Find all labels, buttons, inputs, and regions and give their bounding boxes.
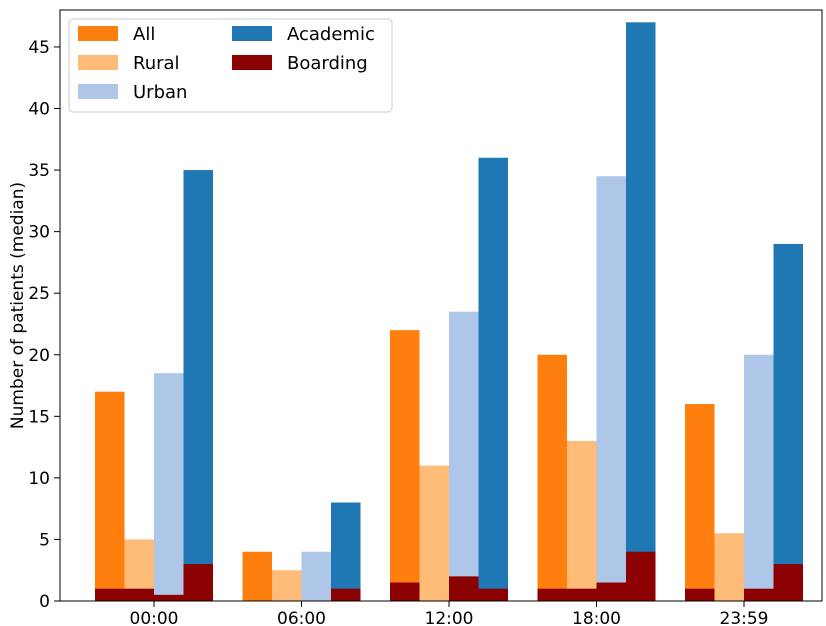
y-tick-label: 40: [28, 100, 50, 120]
plot-frame: [59, 9, 823, 602]
legend-box: [68, 18, 393, 113]
bar-all-12:00: [390, 330, 420, 601]
x-tick-label: 23:59: [720, 609, 769, 626]
bar-boarding-23:59-slot0: [685, 588, 715, 601]
bar-rural-18:00: [567, 440, 597, 601]
x-tick-label: 12:00: [425, 609, 474, 626]
x-tick-label: 06:00: [277, 609, 326, 626]
bar-all-18:00: [537, 354, 567, 601]
bar-academic-18:00: [626, 22, 656, 601]
legend-label-boarding: Boarding: [287, 53, 368, 74]
bar-boarding-12:00-slot3: [478, 588, 508, 601]
bar-rural-23:59: [714, 533, 744, 601]
bar-boarding-12:00-slot2: [449, 576, 479, 601]
bar-urban-23:59: [744, 354, 774, 601]
y-tick-label: 30: [28, 223, 50, 243]
axes-layer: 0 5 10 15 20 25 30 35 40 45 00:00 06:00 12:00 18:00 23…: [28, 9, 823, 626]
legend-label-urban: Urban: [133, 82, 187, 103]
bars-layer: [95, 22, 803, 601]
bar-rural-12:00: [419, 465, 449, 601]
legend-swatch-boarding: [232, 55, 272, 70]
bar-academic-12:00: [478, 157, 508, 601]
bar-academic-23:59: [773, 243, 803, 601]
y-tick-label: 5: [39, 530, 50, 550]
legend: All Rural Urban Academic Boarding: [68, 18, 393, 113]
bar-boarding-00:00-slot0: [95, 588, 125, 601]
bar-boarding-23:59-slot2: [744, 588, 774, 601]
legend-swatch-all: [78, 26, 118, 41]
bar-boarding-06:00-slot3: [331, 588, 361, 601]
bar-all-00:00: [95, 391, 125, 601]
legend-label-all: All: [133, 24, 155, 45]
bar-boarding-18:00-slot0: [537, 588, 567, 601]
bar-urban-06:00: [301, 551, 331, 601]
y-tick-label: 0: [39, 592, 50, 612]
bar-boarding-00:00-slot3: [183, 564, 213, 601]
y-tick-label: 10: [28, 469, 50, 489]
bar-academic-06:00: [331, 502, 361, 601]
x-tick-label: 18:00: [572, 609, 621, 626]
bar-rural-06:00: [272, 570, 302, 601]
y-tick-label: 35: [28, 161, 50, 181]
y-tick-label: 15: [28, 407, 50, 427]
bar-boarding-00:00-slot1: [124, 588, 154, 601]
bar-boarding-12:00-slot0: [390, 582, 420, 601]
bar-urban-00:00: [154, 373, 184, 601]
bar-all-06:00: [242, 551, 272, 601]
bar-boarding-18:00-slot1: [567, 588, 597, 601]
legend-swatch-urban: [78, 84, 118, 99]
y-tick-label: 45: [28, 38, 50, 58]
y-axis-title: Number of patients (median): [8, 182, 28, 429]
bar-all-23:59: [685, 404, 715, 601]
bar-boarding-18:00-slot2: [596, 582, 626, 601]
y-tick-label: 25: [28, 284, 50, 304]
legend-swatch-academic: [232, 26, 272, 41]
bar-boarding-00:00-slot2: [154, 594, 184, 601]
bar-boarding-18:00-slot3: [626, 551, 656, 601]
y-tick-label: 20: [28, 346, 50, 366]
x-tick-label: 00:00: [130, 609, 179, 626]
legend-swatch-rural: [78, 55, 118, 70]
bar-urban-12:00: [449, 311, 479, 601]
bar-boarding-23:59-slot3: [773, 564, 803, 601]
legend-label-rural: Rural: [133, 53, 180, 74]
bar-urban-18:00: [596, 176, 626, 601]
bar-academic-00:00: [183, 170, 213, 601]
legend-label-academic: Academic: [287, 24, 375, 45]
